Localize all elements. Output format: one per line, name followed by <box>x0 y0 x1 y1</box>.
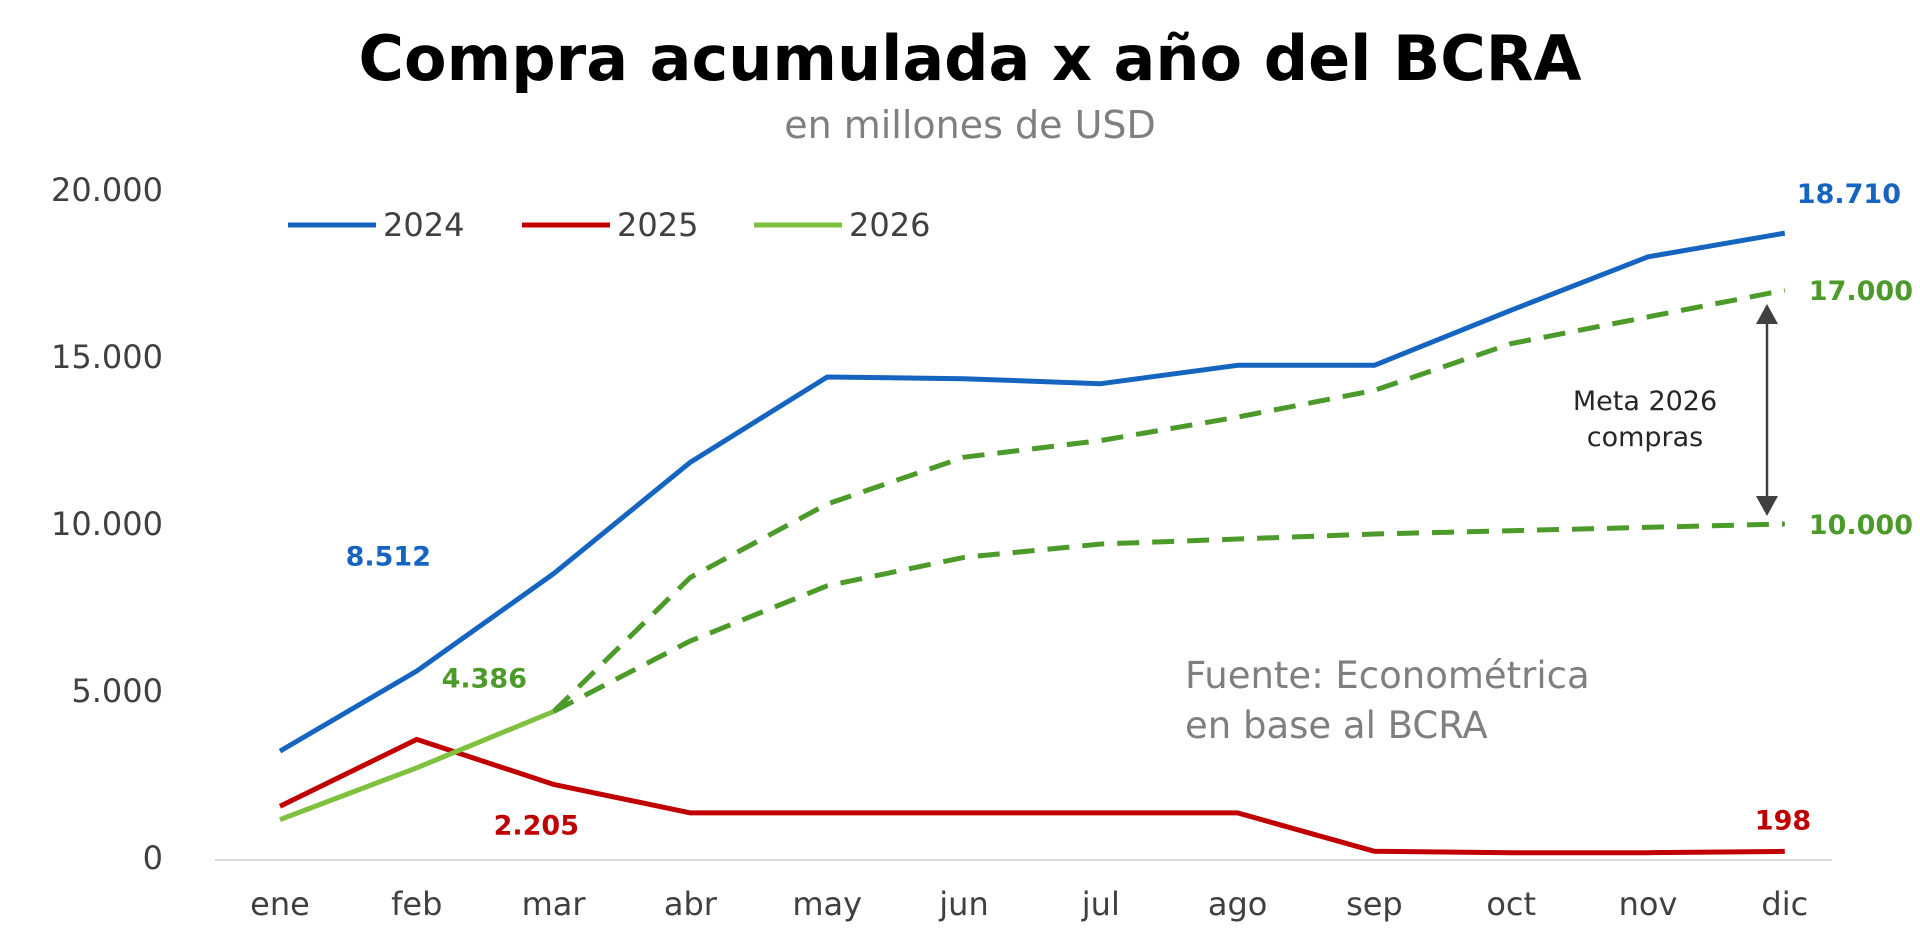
y-tick-label: 0 <box>143 839 163 877</box>
series-line-2026 <box>279 709 555 822</box>
chart-subtitle: en millones de USD <box>784 103 1156 147</box>
x-axis-ticks: ene feb mar abr may jun jul ago sep oct nov dic <box>250 885 1808 923</box>
chart-title: Compra acumulada x año del BCRA <box>359 22 1582 95</box>
series-lines <box>278 230 1786 856</box>
legend: 2024 2025 2026 <box>288 206 930 244</box>
legend-label-2026: 2026 <box>849 206 930 244</box>
x-tick-label: nov <box>1619 885 1678 923</box>
y-tick-label: 10.000 <box>51 505 163 543</box>
x-tick-label: ene <box>250 885 310 923</box>
source-note: Fuente: Econométrica en base al BCRA <box>1185 654 1590 747</box>
x-tick-label: jun <box>938 885 988 923</box>
source-line2: en base al BCRA <box>1185 704 1488 747</box>
y-tick-label: 15.000 <box>51 338 163 376</box>
x-tick-label: feb <box>391 885 442 923</box>
x-tick-label: ago <box>1208 885 1268 923</box>
data-label-2024-dic: 18.710 <box>1797 179 1901 210</box>
data-label-2025-dic: 198 <box>1755 805 1811 836</box>
x-tick-label: may <box>792 885 862 923</box>
series-line-2025 <box>278 736 1785 856</box>
data-label-2026-mar: 4.386 <box>442 664 527 695</box>
data-label-2025-mar: 2.205 <box>494 810 579 841</box>
x-tick-label: jul <box>1081 885 1120 923</box>
meta-arrow-head-up <box>1756 304 1778 324</box>
legend-label-2025: 2025 <box>617 206 698 244</box>
meta-annotation-line2: compras <box>1587 422 1704 453</box>
data-labels: 8.512 18.710 2.205 198 4.386 17.000 10.000 <box>346 179 1913 841</box>
series-line-2024 <box>278 230 1786 754</box>
data-label-proj-low-dic: 10.000 <box>1809 510 1913 541</box>
meta-arrow-head-down <box>1756 496 1778 516</box>
meta-annotation-line1: Meta 2026 <box>1573 386 1717 417</box>
x-tick-label: oct <box>1486 885 1536 923</box>
y-tick-label: 20.000 <box>51 171 163 209</box>
y-axis-ticks: 0 5.000 10.000 15.000 20.000 <box>51 171 163 877</box>
x-tick-label: mar <box>522 885 587 923</box>
source-line1: Fuente: Econométrica <box>1185 654 1590 697</box>
x-tick-label: sep <box>1346 885 1403 923</box>
x-tick-label: abr <box>664 885 718 923</box>
projection-low-line <box>552 521 1785 714</box>
data-label-proj-high-dic: 17.000 <box>1809 276 1913 307</box>
meta-annotation: Meta 2026 compras <box>1573 304 1778 516</box>
x-tick-label: dic <box>1761 885 1808 923</box>
projection-high-line <box>551 287 1786 714</box>
data-label-2024-mar: 8.512 <box>346 542 431 573</box>
projection-lines <box>551 287 1786 714</box>
y-tick-label: 5.000 <box>71 672 163 710</box>
legend-label-2024: 2024 <box>383 206 464 244</box>
